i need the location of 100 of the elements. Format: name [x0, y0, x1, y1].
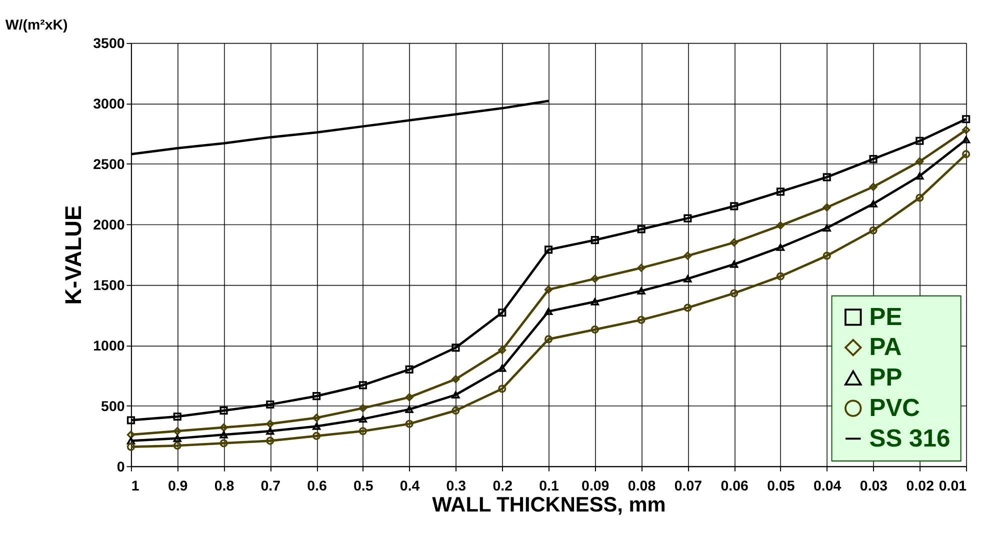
legend-label: PP — [869, 364, 902, 392]
point — [776, 244, 785, 251]
point — [358, 415, 367, 423]
point — [590, 298, 599, 306]
point — [358, 381, 367, 390]
x-tick-label: 0.4 — [400, 478, 420, 494]
point — [498, 308, 506, 317]
point — [544, 308, 553, 316]
point — [869, 154, 878, 164]
legend-label: PE — [869, 304, 902, 331]
point — [869, 182, 878, 191]
point — [916, 157, 924, 166]
point — [266, 428, 274, 435]
point — [822, 173, 831, 182]
point — [266, 436, 274, 445]
x-tick-label: 0.02 — [906, 478, 934, 494]
point — [544, 286, 553, 294]
point — [266, 420, 274, 428]
point — [452, 375, 460, 384]
legend-label: PA — [869, 334, 902, 362]
point — [405, 420, 414, 428]
point — [544, 335, 553, 344]
point — [916, 194, 924, 202]
point — [405, 393, 414, 402]
point — [776, 272, 785, 280]
point — [730, 202, 738, 210]
point — [452, 391, 460, 398]
point — [173, 427, 182, 436]
point — [962, 126, 970, 134]
point — [405, 406, 414, 413]
point — [822, 224, 831, 232]
point — [869, 200, 878, 208]
point — [312, 422, 321, 430]
point — [776, 188, 785, 196]
y-tick-label: 2500 — [93, 157, 125, 174]
point — [822, 252, 831, 260]
point — [962, 136, 970, 144]
x-tick-label: 0.08 — [628, 478, 656, 494]
point — [498, 346, 506, 354]
point — [220, 431, 228, 438]
point — [822, 203, 831, 212]
x-tick-label: 0.9 — [168, 478, 188, 494]
x-tick-label: 0.2 — [492, 478, 513, 494]
y-tick-label: 500 — [101, 398, 125, 415]
point — [637, 316, 646, 324]
point — [312, 432, 321, 440]
y-tick-label: 3500 — [93, 36, 125, 52]
x-tick-label: 0.01 — [938, 478, 967, 494]
x-tick-label: 0.04 — [814, 478, 842, 494]
point — [405, 365, 414, 374]
point — [498, 364, 506, 372]
y-tick-label: 3000 — [93, 96, 125, 113]
x-tick-label: 0.8 — [214, 478, 234, 494]
chart-title: W/(m²xK) — [5, 18, 68, 34]
x-tick-label: 0.03 — [860, 478, 888, 494]
y-tick-label: 1500 — [93, 278, 125, 294]
x-tick-label: 0.7 — [260, 478, 281, 494]
point — [312, 414, 321, 422]
x-tick-label: 0.5 — [354, 478, 374, 494]
y-tick-label: 1000 — [93, 338, 125, 354]
point — [637, 264, 646, 272]
x-tick-label: 0.3 — [446, 478, 466, 494]
x-axis-title: WALL THICKNESS, mm — [432, 493, 666, 516]
point — [869, 226, 878, 234]
x-tick-label: 0.09 — [582, 478, 610, 494]
legend-label: SS 316 — [869, 425, 950, 452]
x-tick-label: 1 — [131, 478, 140, 494]
point — [266, 400, 274, 409]
point — [173, 412, 182, 421]
point — [126, 416, 135, 424]
point — [126, 430, 135, 439]
point — [590, 274, 599, 283]
point — [126, 437, 135, 444]
point — [730, 260, 738, 268]
y-axis-title: K-VALUE — [60, 205, 86, 305]
point — [684, 275, 692, 282]
y-tick-label: 2000 — [93, 218, 125, 234]
point — [452, 406, 460, 415]
point — [220, 423, 228, 432]
x-tick-label: 0.05 — [767, 478, 795, 494]
point — [684, 252, 692, 260]
point — [684, 304, 692, 312]
point — [962, 115, 970, 124]
point — [498, 384, 506, 393]
point — [916, 136, 924, 145]
point — [684, 214, 692, 222]
x-tick-label: 0.07 — [674, 478, 702, 494]
point — [590, 326, 599, 334]
point — [590, 236, 599, 244]
point — [173, 434, 182, 442]
point — [776, 222, 785, 230]
point — [452, 344, 460, 352]
point — [220, 406, 228, 415]
point — [312, 392, 321, 400]
point — [544, 246, 553, 254]
point — [916, 172, 924, 180]
legend-label: PVC — [869, 394, 920, 422]
point — [358, 427, 367, 436]
point — [637, 225, 646, 234]
point — [220, 439, 228, 448]
